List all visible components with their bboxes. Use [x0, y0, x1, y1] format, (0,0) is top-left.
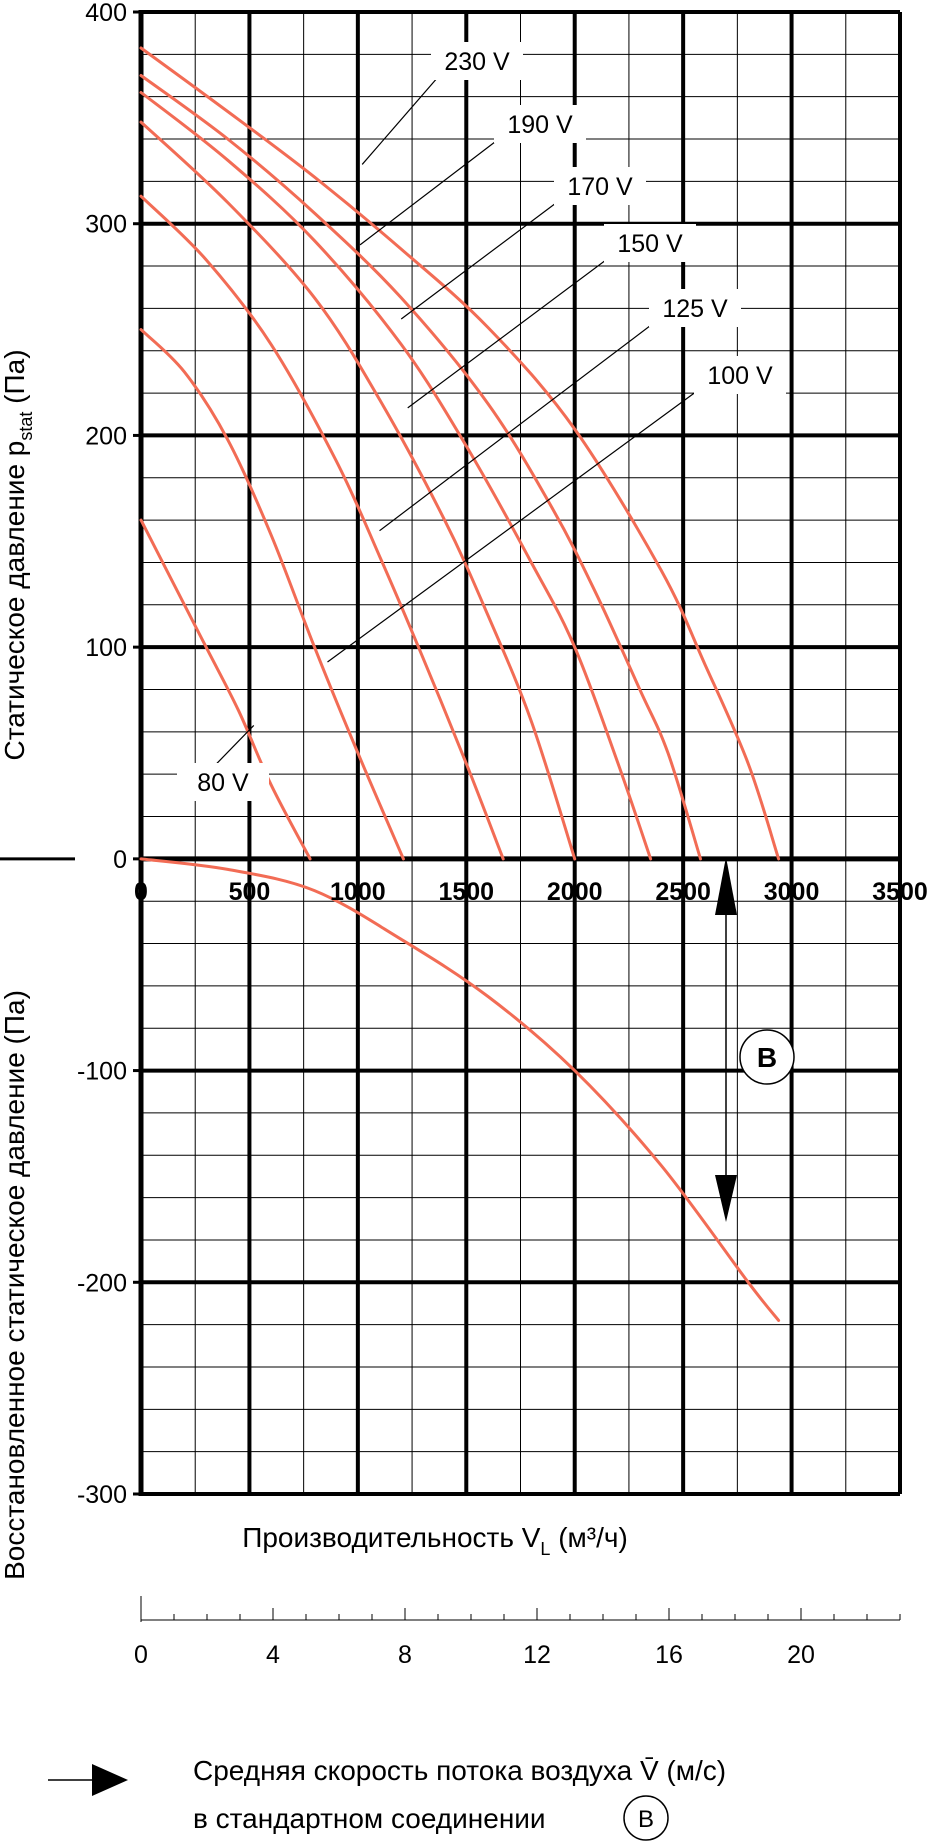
series-curve-125v — [139, 194, 505, 861]
series-label: 230 V — [444, 48, 510, 76]
recovery-curve — [139, 857, 781, 1322]
series-label: 125 V — [662, 295, 728, 323]
x-tick-label: 1000 — [330, 878, 386, 906]
x-tick-label: 2500 — [655, 878, 711, 906]
leader-line — [327, 382, 709, 663]
series-labels: 230 V 190 V 170 V 150 V 125 V 100 V 80 V — [177, 42, 786, 801]
series-curve-150v — [139, 120, 577, 861]
velocity-tick-label: 12 — [523, 1641, 551, 1669]
x-tick-label: 0 — [134, 878, 148, 906]
series-label: 100 V — [707, 362, 773, 390]
series-curve-80v — [139, 518, 312, 861]
leader-line — [359, 131, 509, 246]
y-tick-label: -300 — [77, 1481, 127, 1509]
b-marker-label: B — [757, 1042, 777, 1073]
leader-line — [407, 250, 619, 409]
velocity-tick-label: 4 — [266, 1641, 280, 1669]
series-label: 170 V — [567, 173, 633, 201]
series-curve-170v — [139, 91, 653, 861]
y-tick-label: 100 — [85, 634, 127, 662]
footer-badge-circle — [623, 1795, 669, 1841]
series-curve-230v — [139, 46, 781, 861]
velocity-tick-label: 8 — [398, 1641, 412, 1669]
series-label-bg — [604, 224, 696, 262]
y-axis-title-bottom: Восстановленное статическое давление (Па… — [0, 990, 30, 1580]
series-label: 80 V — [197, 769, 249, 797]
y-tick-label: -200 — [77, 1269, 127, 1297]
x-tick-label: 500 — [229, 878, 271, 906]
y-tick-label: 200 — [85, 422, 127, 450]
series-label-bg — [694, 356, 786, 394]
minor-grid — [140, 11, 901, 1495]
y-tick-label: 300 — [85, 211, 127, 239]
velocity-tick-label: 16 — [655, 1641, 683, 1669]
leader-line — [361, 68, 446, 165]
velocity-axis: 0 4 8 12 16 20 — [134, 1596, 901, 1669]
y-tick-label: 0 — [113, 846, 127, 874]
series-label-bg — [494, 105, 586, 143]
b-marker-arrow-up — [715, 857, 737, 915]
velocity-tick-label: 0 — [134, 1641, 148, 1669]
series-curves — [139, 46, 781, 1322]
leader-line — [379, 315, 664, 532]
x-tick-label: 1500 — [438, 878, 494, 906]
footer-badge-label: B — [638, 1806, 654, 1833]
y-tick-label: 400 — [85, 0, 127, 27]
series-curve-190v — [139, 74, 702, 861]
y-tick-label: -100 — [77, 1058, 127, 1086]
series-label: 150 V — [617, 230, 683, 258]
series-curve-100v — [139, 328, 405, 861]
b-marker: B — [715, 857, 795, 1222]
x-axis-title: Производительность VL (м³/ч) — [242, 1522, 628, 1559]
footer-arrow-head — [92, 1764, 128, 1796]
y-axis-title-top: Статическое давление pstat (Па) — [0, 349, 36, 760]
footer-line-2: в стандартном соединении — [193, 1803, 546, 1834]
series-label: 190 V — [507, 111, 573, 139]
series-label-bg — [431, 42, 523, 80]
leader-line — [400, 193, 569, 320]
velocity-tick-label: 20 — [787, 1641, 815, 1669]
series-label-bg — [649, 289, 741, 327]
b-marker-arrow-down — [715, 1175, 737, 1222]
series-label-bg — [177, 763, 269, 801]
footer-line-1: Средняя скорость потока воздуха V̄ (м/с) — [193, 1755, 726, 1786]
axes — [0, 10, 902, 1496]
b-marker-badge — [739, 1029, 795, 1085]
x-tick-label: 3000 — [764, 878, 820, 906]
series-label-bg — [554, 167, 646, 205]
x-tick-label: 2000 — [547, 878, 603, 906]
footer-legend: Средняя скорость потока воздуха V̄ (м/с)… — [48, 1755, 726, 1841]
x-tick-label: 3500 — [872, 878, 928, 906]
